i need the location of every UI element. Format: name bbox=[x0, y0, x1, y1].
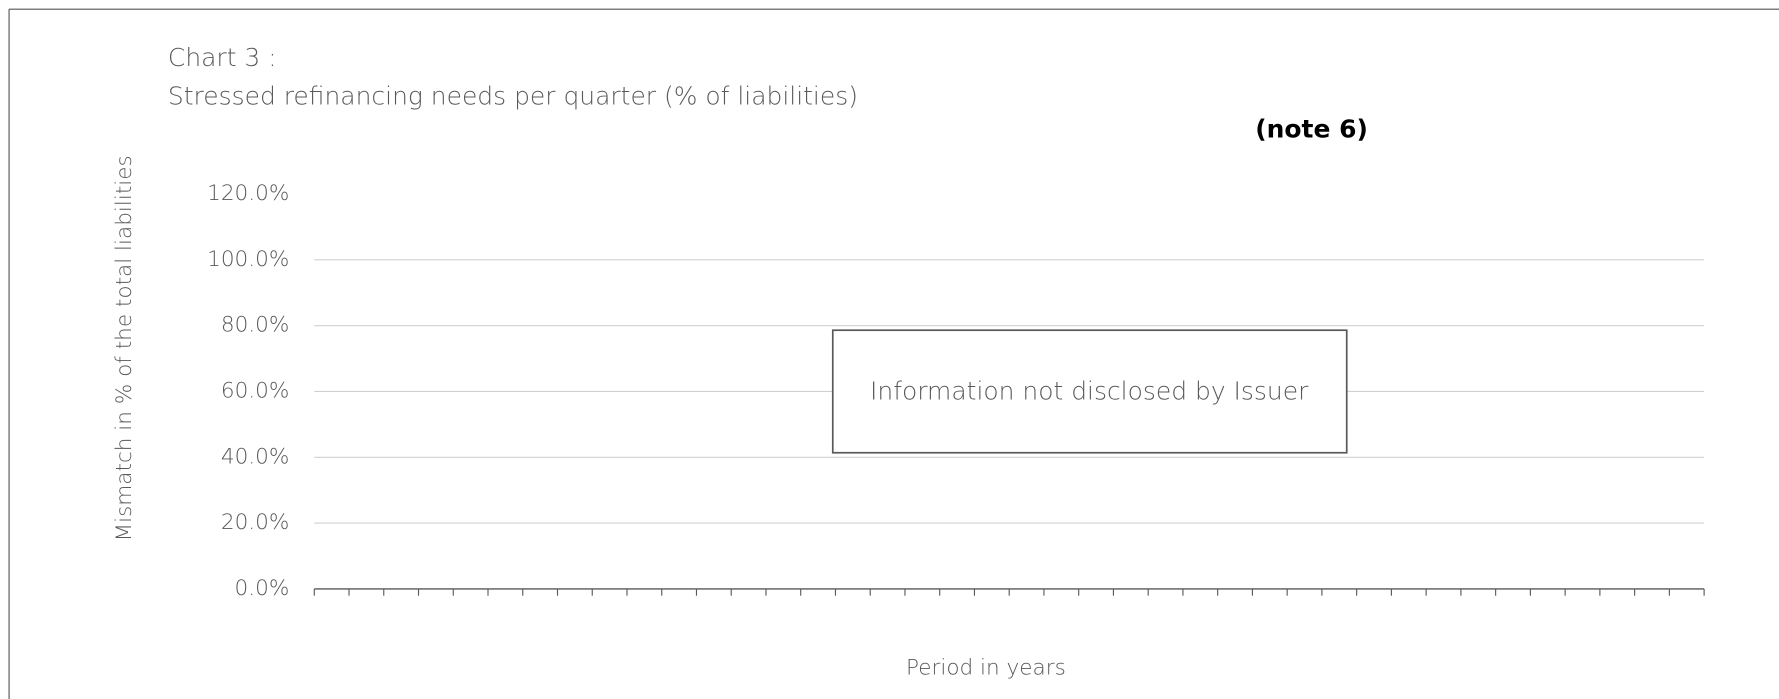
y-axis-label: Mismatch in % of the total liabilities bbox=[112, 155, 137, 541]
note: (note 6) bbox=[1255, 115, 1368, 144]
x-axis-label: Period in years bbox=[906, 655, 1066, 680]
notice-box bbox=[831, 329, 1348, 454]
y-tick-label: 20.0% bbox=[221, 510, 289, 535]
notice-text: Information not disclosed by Issuer bbox=[870, 377, 1309, 406]
y-tick-label: 60.0% bbox=[221, 378, 289, 403]
chart-subtitle: Stressed refinancing needs per quarter (… bbox=[168, 82, 858, 111]
y-tick-label: 40.0% bbox=[221, 444, 289, 469]
y-tick-label: 80.0% bbox=[221, 313, 289, 338]
chart-title: Chart 3 : bbox=[168, 43, 277, 72]
y-tick-label: 100.0% bbox=[207, 247, 289, 272]
y-tick-label: 0.0% bbox=[235, 576, 290, 601]
y-tick-label: 120.0% bbox=[207, 181, 289, 206]
